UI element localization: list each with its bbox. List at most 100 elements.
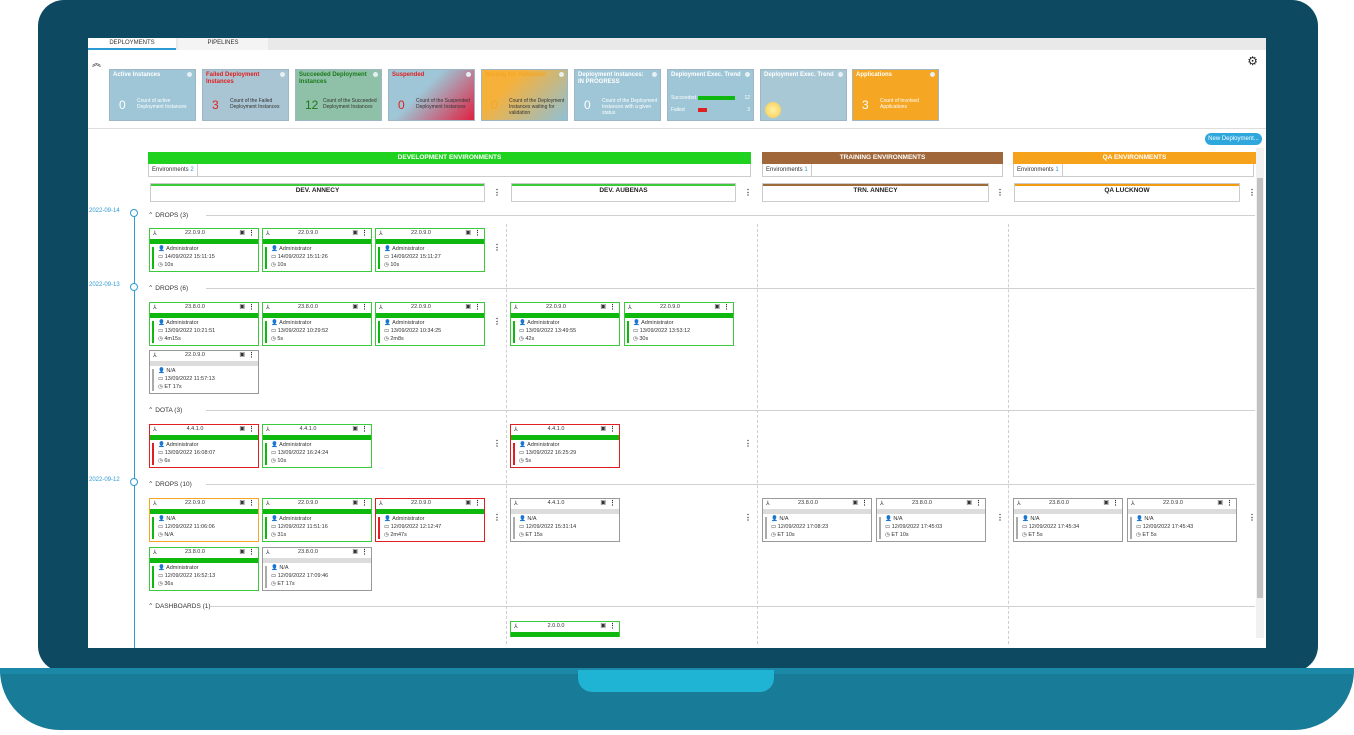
group-header[interactable]: ⌃ DROPS (3) bbox=[148, 211, 188, 219]
card-menu-icon[interactable]: ⋮ bbox=[609, 304, 616, 311]
info-icon[interactable] bbox=[280, 72, 285, 77]
console-icon[interactable]: ▣ bbox=[239, 304, 245, 310]
console-icon[interactable]: ▣ bbox=[966, 500, 972, 506]
environments-filter[interactable]: Environments 1 bbox=[762, 164, 1003, 177]
gear-icon[interactable]: ⚙ bbox=[1247, 54, 1258, 68]
deployment-card[interactable]: ⅄ 4.4.1.0 ▣ ⋮ 👤 Administrator ▭ 13/09/2022 16… bbox=[510, 424, 620, 468]
card-menu-icon[interactable]: ⋮ bbox=[248, 304, 255, 311]
chevron-up-icon[interactable]: ⌃ bbox=[148, 603, 156, 610]
console-icon[interactable]: ▣ bbox=[600, 623, 606, 629]
info-icon[interactable] bbox=[187, 72, 192, 77]
console-icon[interactable]: ▣ bbox=[239, 426, 245, 432]
card-menu-icon[interactable]: ⋮ bbox=[248, 426, 255, 433]
card-menu-icon[interactable]: ⋮ bbox=[474, 304, 481, 311]
deployment-card[interactable]: ⅄ 22.0.9.0 ▣ ⋮ 👤 Administrator ▭ 14/09/2022 1… bbox=[262, 228, 372, 272]
environment-column-header[interactable]: DEV. ANNECY bbox=[150, 183, 485, 202]
card-menu-icon[interactable]: ⋮ bbox=[609, 623, 616, 630]
console-icon[interactable]: ▣ bbox=[352, 500, 358, 506]
group-header[interactable]: ⌃ DOTA (3) bbox=[148, 406, 182, 414]
card-menu-icon[interactable]: ⋮ bbox=[361, 304, 368, 311]
console-icon[interactable]: ▣ bbox=[352, 549, 358, 555]
console-icon[interactable]: ▣ bbox=[600, 304, 606, 310]
card-menu-icon[interactable]: ⋮ bbox=[474, 230, 481, 237]
deployment-card[interactable]: ⅄ 4.4.1.0 ▣ ⋮ 👤 Administrator ▭ 13/09/2022 16… bbox=[149, 424, 259, 468]
kpi-card[interactable]: Applications 3 Count of Involved Applicati… bbox=[852, 69, 939, 121]
chevron-up-icon[interactable]: ⌃ bbox=[148, 212, 156, 219]
row-menu-icon[interactable]: ⋮ bbox=[744, 439, 752, 448]
console-icon[interactable]: ▣ bbox=[352, 304, 358, 310]
row-menu-icon[interactable]: ⋮ bbox=[493, 439, 501, 448]
row-menu-icon[interactable]: ⋮ bbox=[744, 513, 752, 522]
info-icon[interactable] bbox=[466, 72, 471, 77]
card-menu-icon[interactable]: ⋮ bbox=[609, 500, 616, 507]
kpi-card[interactable]: Active Instances 0 Count of active Deploym… bbox=[109, 69, 196, 121]
deployment-card[interactable]: ⅄ 23.8.0.0 ▣ ⋮ 👤 Administrator ▭ 13/09/2022 1… bbox=[149, 302, 259, 346]
card-menu-icon[interactable]: ⋮ bbox=[723, 304, 730, 311]
environments-filter[interactable]: Environments 2 bbox=[148, 164, 751, 177]
chevron-up-icon[interactable]: ⌃ bbox=[148, 285, 156, 292]
column-menu-icon[interactable]: ⋮ bbox=[996, 188, 1004, 197]
kpi-card[interactable]: Deployment Instances: IN PROGRESS 0 Count … bbox=[574, 69, 661, 121]
kpi-card[interactable]: Suspended 0 Count of the Suspended Deploym… bbox=[388, 69, 475, 121]
deployment-card[interactable]: ⅄ 23.8.0.0 ▣ ⋮ 👤 Administrator ▭ 12/09/2022 1… bbox=[149, 547, 259, 591]
group-header[interactable]: ⌃ DROPS (10) bbox=[148, 480, 192, 488]
card-menu-icon[interactable]: ⋮ bbox=[361, 549, 368, 556]
group-header[interactable]: ⌃ DASHBOARDS (1) bbox=[148, 602, 211, 610]
row-menu-icon[interactable]: ⋮ bbox=[996, 513, 1004, 522]
deployment-card[interactable]: ⅄ 23.8.0.0 ▣ ⋮ 👤 N/A ▭ 12/09/2022 17:45:34 ◷ E… bbox=[1013, 498, 1123, 542]
deployment-card[interactable]: ⅄ 22.0.9.0 ▣ ⋮ 👤 N/A ▭ 13/09/2022 11:57:13 ◷ E… bbox=[149, 350, 259, 394]
card-menu-icon[interactable]: ⋮ bbox=[474, 500, 481, 507]
row-menu-icon[interactable]: ⋮ bbox=[493, 243, 501, 252]
deployment-card[interactable]: ⅄ 22.0.9.0 ▣ ⋮ 👤 Administrator ▭ 12/09/2022 1… bbox=[262, 498, 372, 542]
kpi-card[interactable]: Deployment Exec. Trend Succeeded 12 Failed 3 bbox=[667, 69, 754, 121]
console-icon[interactable]: ▣ bbox=[465, 230, 471, 236]
scrollbar-thumb[interactable] bbox=[1257, 178, 1263, 598]
card-menu-icon[interactable]: ⋮ bbox=[248, 500, 255, 507]
column-menu-icon[interactable]: ⋮ bbox=[744, 188, 752, 197]
deployment-card[interactable]: ⅄ 4.4.1.0 ▣ ⋮ 👤 N/A ▭ 12/09/2022 15:31:14 ◷ ET… bbox=[510, 498, 620, 542]
console-icon[interactable]: ▣ bbox=[600, 426, 606, 432]
row-menu-icon[interactable]: ⋮ bbox=[493, 317, 501, 326]
environments-tag[interactable]: Environments 1 bbox=[1017, 164, 1063, 176]
environment-column-header[interactable]: QA LUCKNOW bbox=[1014, 183, 1240, 202]
deployment-card[interactable]: ⅄ 23.8.0.0 ▣ ⋮ 👤 Administrator ▭ 13/09/2022 1… bbox=[262, 302, 372, 346]
card-menu-icon[interactable]: ⋮ bbox=[609, 426, 616, 433]
deployment-card[interactable]: ⅄ 23.8.0.0 ▣ ⋮ 👤 N/A ▭ 12/09/2022 17:08:23 ◷ E… bbox=[762, 498, 872, 542]
card-menu-icon[interactable]: ⋮ bbox=[361, 230, 368, 237]
column-menu-icon[interactable]: ⋮ bbox=[493, 188, 501, 197]
console-icon[interactable]: ▣ bbox=[239, 230, 245, 236]
environments-tag[interactable]: Environments 2 bbox=[152, 164, 198, 176]
console-icon[interactable]: ▣ bbox=[1103, 500, 1109, 506]
deployment-card[interactable]: ⅄ 22.0.9.0 ▣ ⋮ 👤 Administrator ▭ 14/09/2022 1… bbox=[149, 228, 259, 272]
deployment-card[interactable]: ⅄ 22.0.9.0 ▣ ⋮ 👤 Administrator ▭ 14/09/2022 1… bbox=[375, 228, 485, 272]
info-icon[interactable] bbox=[373, 72, 378, 77]
kpi-card[interactable]: Succeeded Deployment Instances 12 Count of… bbox=[295, 69, 382, 121]
kpi-card[interactable]: Failed Deployment Instances 3 Count of the… bbox=[202, 69, 289, 121]
console-icon[interactable]: ▣ bbox=[465, 304, 471, 310]
info-icon[interactable] bbox=[930, 72, 935, 77]
info-icon[interactable] bbox=[838, 72, 843, 77]
console-icon[interactable]: ▣ bbox=[239, 549, 245, 555]
card-menu-icon[interactable]: ⋮ bbox=[975, 500, 982, 507]
group-header[interactable]: ⌃ DROPS (6) bbox=[148, 284, 188, 292]
row-menu-icon[interactable]: ⋮ bbox=[1248, 513, 1256, 522]
new-deployment-button[interactable]: New Deployment... bbox=[1205, 133, 1262, 145]
column-menu-icon[interactable]: ⋮ bbox=[1248, 188, 1256, 197]
console-icon[interactable]: ▣ bbox=[239, 352, 245, 358]
deployment-card[interactable]: ⅄ 23.8.0.0 ▣ ⋮ 👤 N/A ▭ 12/09/2022 17:09:46 ◷ E… bbox=[262, 547, 372, 591]
chevron-up-icon[interactable]: ⌃ bbox=[148, 481, 156, 488]
environment-column-header[interactable]: TRN. ANNECY bbox=[762, 183, 989, 202]
info-icon[interactable] bbox=[745, 72, 750, 77]
tab-deployments[interactable]: DEPLOYMENTS bbox=[88, 38, 176, 50]
deployment-card[interactable]: ⅄ 22.0.9.0 ▣ ⋮ 👤 Administrator ▭ 13/09/2022 1… bbox=[624, 302, 734, 346]
console-icon[interactable]: ▣ bbox=[352, 426, 358, 432]
console-icon[interactable]: ▣ bbox=[1217, 500, 1223, 506]
card-menu-icon[interactable]: ⋮ bbox=[361, 426, 368, 433]
scrollbar[interactable] bbox=[1256, 148, 1264, 638]
kpi-card[interactable]: Waiting for Validation 0 Count of the Depl… bbox=[481, 69, 568, 121]
deployment-card[interactable]: ⅄ 22.0.9.0 ▣ ⋮ 👤 Administrator ▭ 12/09/2022 1… bbox=[375, 498, 485, 542]
deployment-card[interactable]: ⅄ 23.8.0.0 ▣ ⋮ 👤 N/A ▭ 12/09/2022 17:45:03 ◷ E… bbox=[876, 498, 986, 542]
chevron-up-icon[interactable]: ⌃ bbox=[148, 407, 156, 414]
card-menu-icon[interactable]: ⋮ bbox=[861, 500, 868, 507]
deployment-card[interactable]: ⅄ 22.0.9.0 ▣ ⋮ 👤 N/A ▭ 12/09/2022 17:45:43 ◷ E… bbox=[1127, 498, 1237, 542]
